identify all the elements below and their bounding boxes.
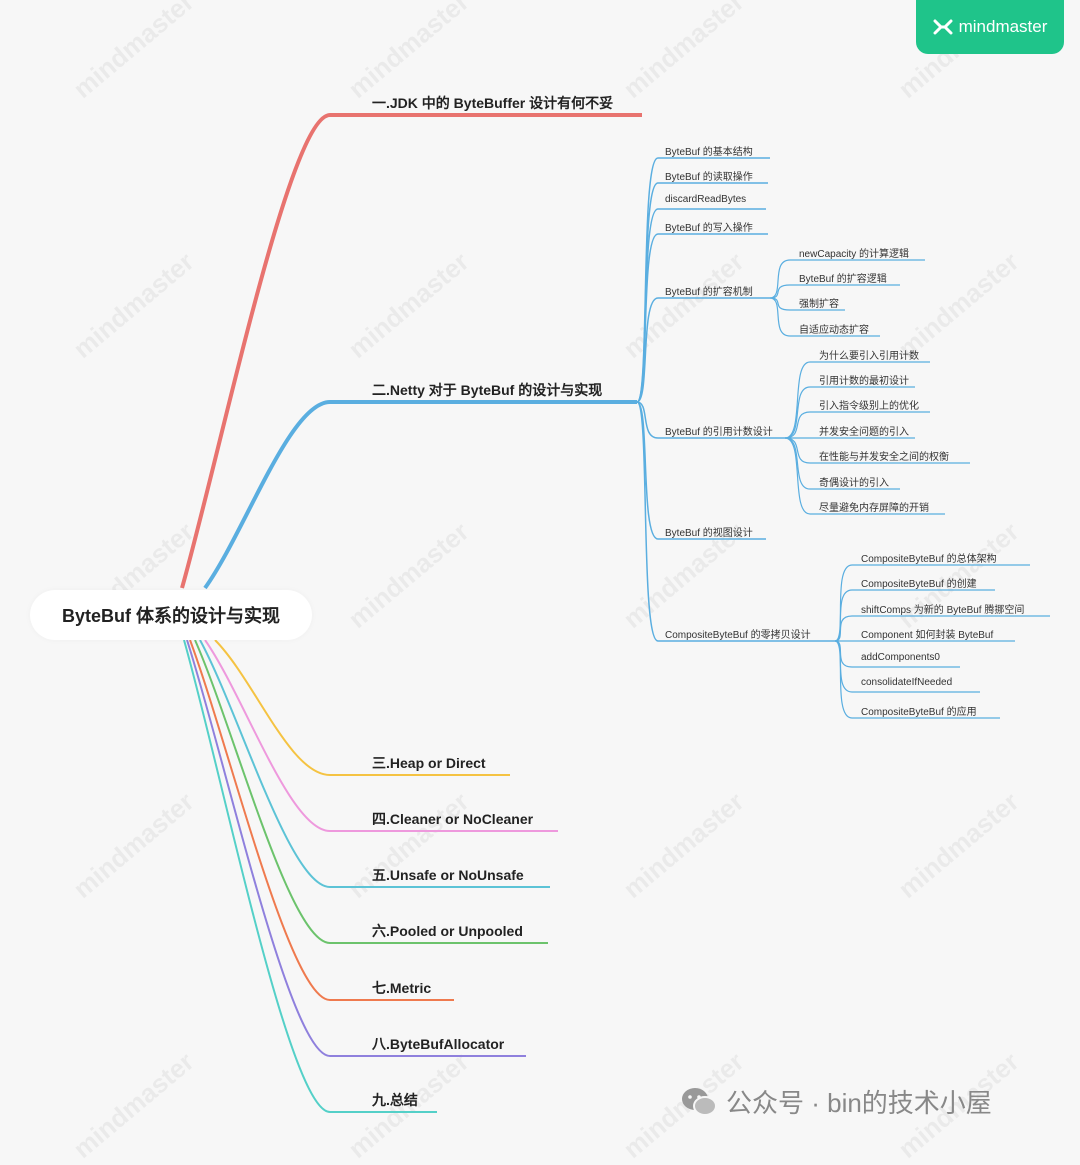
leaf-connector bbox=[834, 589, 995, 642]
branch-topic[interactable]: 二.Netty 对于 ByteBuf 的设计与实现 bbox=[372, 382, 603, 398]
leaf-topic[interactable]: newCapacity 的计算逻辑 bbox=[799, 249, 910, 260]
branch-topic[interactable]: 四.Cleaner or NoCleaner bbox=[372, 811, 534, 827]
branch-connector bbox=[189, 639, 454, 1001]
subtopic[interactable]: ByteBuf 的引用计数设计 bbox=[665, 427, 773, 438]
subtopic-connector bbox=[636, 297, 770, 403]
leaf-topic[interactable]: ByteBuf 的扩容逻辑 bbox=[799, 274, 887, 285]
leaf-connector bbox=[784, 386, 915, 439]
leaf-connector bbox=[784, 411, 930, 439]
root-topic[interactable]: ByteBuf 体系的设计与实现 bbox=[30, 590, 312, 640]
branch-topic[interactable]: 九.总结 bbox=[372, 1092, 418, 1108]
branch-topic[interactable]: 八.ByteBufAllocator bbox=[372, 1036, 505, 1052]
subtopic-connector bbox=[636, 233, 768, 403]
leaf-topic[interactable]: 强制扩容 bbox=[799, 299, 839, 310]
leaf-connector bbox=[784, 361, 930, 439]
leaf-connector bbox=[769, 259, 925, 299]
subtopic[interactable]: ByteBuf 的读取操作 bbox=[665, 172, 753, 183]
footer-text: 公众号 · bin的技术小屋 bbox=[726, 1088, 992, 1118]
leaf-topic[interactable]: 引入指令级别上的优化 bbox=[819, 401, 919, 412]
leaf-topic[interactable]: 引用计数的最初设计 bbox=[819, 376, 909, 387]
leaf-topic[interactable]: addComponents0 bbox=[861, 652, 940, 663]
mindmaster-logo-icon bbox=[933, 19, 953, 35]
branch-connector bbox=[199, 639, 550, 888]
branch-connector bbox=[183, 639, 437, 1113]
branch-connector bbox=[214, 639, 510, 776]
branch-connector bbox=[180, 113, 642, 589]
root-topic-label: ByteBuf 体系的设计与实现 bbox=[61, 606, 280, 626]
subtopic[interactable]: CompositeByteBuf 的零拷贝设计 bbox=[665, 630, 811, 641]
leaf-connector bbox=[784, 437, 970, 464]
leaf-topic[interactable]: 并发安全问题的引入 bbox=[819, 427, 909, 438]
logo-text: mindmaster bbox=[958, 17, 1048, 36]
branch-topic[interactable]: 六.Pooled or Unpooled bbox=[372, 923, 523, 939]
subtopic[interactable]: ByteBuf 的基本结构 bbox=[665, 147, 753, 158]
subtopic-connector bbox=[636, 401, 766, 540]
mindmaster-logo: mindmaster bbox=[916, 0, 1064, 54]
branch-topic[interactable]: 五.Unsafe or NoUnsafe bbox=[372, 867, 524, 883]
subtopic-connector bbox=[636, 401, 835, 642]
leaf-topic[interactable]: CompositeByteBuf 的应用 bbox=[861, 707, 977, 718]
leaf-topic[interactable]: 奇偶设计的引入 bbox=[819, 478, 889, 489]
leaf-topic[interactable]: CompositeByteBuf 的创建 bbox=[861, 579, 977, 590]
leaf-topic[interactable]: Component 如何封装 ByteBuf bbox=[861, 630, 994, 641]
leaf-topic[interactable]: 自适应动态扩容 bbox=[799, 325, 869, 336]
subtopic[interactable]: discardReadBytes bbox=[665, 194, 747, 205]
leaf-topic[interactable]: 在性能与并发安全之间的权衡 bbox=[819, 452, 949, 463]
leaf-connector bbox=[834, 615, 1050, 642]
branch-connector bbox=[204, 639, 558, 832]
wechat-icon bbox=[682, 1087, 717, 1116]
leaf-topic[interactable]: shiftComps 为新的 ByteBuf 腾挪空间 bbox=[861, 605, 1025, 616]
subtopic[interactable]: ByteBuf 的写入操作 bbox=[665, 223, 753, 234]
branch-connector bbox=[194, 639, 548, 944]
leaf-topic[interactable]: 尽量避免内存屏障的开销 bbox=[819, 503, 929, 514]
branch-topic[interactable]: 七.Metric bbox=[372, 980, 432, 996]
leaf-topic[interactable]: 为什么要引入引用计数 bbox=[819, 351, 919, 362]
leaf-connector bbox=[769, 297, 880, 337]
subtopic[interactable]: ByteBuf 的视图设计 bbox=[665, 528, 753, 539]
leaf-connector bbox=[769, 284, 900, 299]
subtopic-connector bbox=[636, 208, 766, 403]
leaf-connector bbox=[834, 564, 1030, 642]
branch-connector bbox=[186, 639, 526, 1057]
leaf-connector bbox=[784, 437, 945, 515]
subtopic[interactable]: ByteBuf 的扩容机制 bbox=[665, 287, 753, 298]
leaf-topic[interactable]: CompositeByteBuf 的总体架构 bbox=[861, 554, 997, 565]
branch-connector bbox=[203, 400, 637, 590]
leaf-connector bbox=[834, 640, 1000, 719]
branch-topic[interactable]: 一.JDK 中的 ByteBuffer 设计有何不妥 bbox=[372, 95, 614, 111]
branch-topic[interactable]: 三.Heap or Direct bbox=[372, 755, 486, 771]
leaf-topic[interactable]: consolidateIfNeeded bbox=[861, 677, 953, 688]
footer-credit: 公众号 · bin的技术小屋 bbox=[680, 1083, 992, 1120]
subtopic-connector bbox=[636, 401, 785, 439]
